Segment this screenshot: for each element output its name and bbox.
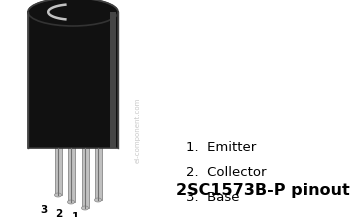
Text: 3.  Base: 3. Base <box>185 191 239 204</box>
Text: 2.  Collector: 2. Collector <box>185 166 266 179</box>
Text: el-component.com: el-component.com <box>135 97 141 163</box>
Bar <box>54 146 61 195</box>
Ellipse shape <box>94 198 101 202</box>
Ellipse shape <box>67 200 74 204</box>
Bar <box>94 146 101 200</box>
Text: 1: 1 <box>71 212 79 217</box>
Bar <box>28 12 118 148</box>
Ellipse shape <box>54 193 61 197</box>
Text: 2: 2 <box>55 209 62 217</box>
Bar <box>67 146 74 202</box>
Text: 3: 3 <box>40 205 48 215</box>
Bar <box>81 146 88 208</box>
Bar <box>110 12 116 148</box>
Text: 2SC1573B-P pinout: 2SC1573B-P pinout <box>176 183 349 199</box>
Ellipse shape <box>28 0 118 26</box>
Text: 1.  Emitter: 1. Emitter <box>185 141 256 154</box>
Ellipse shape <box>81 206 88 210</box>
